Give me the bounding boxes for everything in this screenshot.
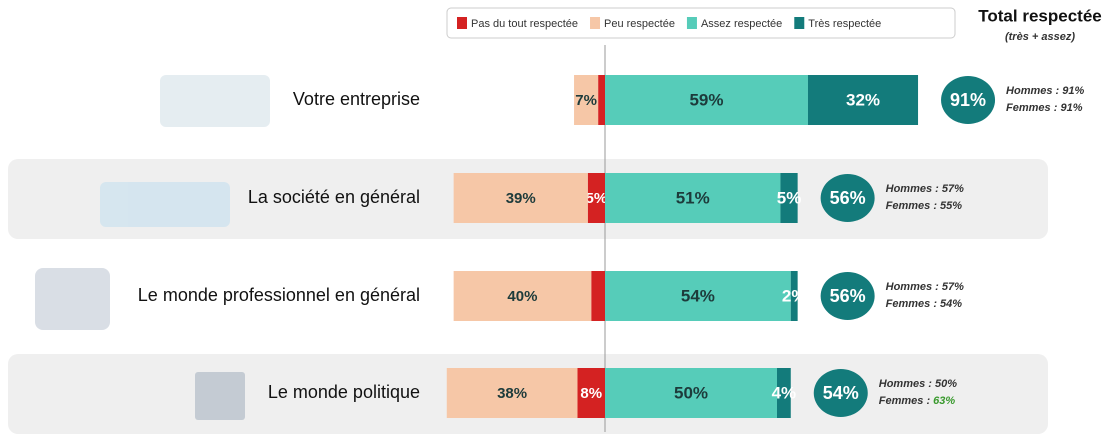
category-label: Le monde professionnel en général: [138, 285, 420, 305]
data-label: 50%: [674, 383, 708, 402]
bar-segment: [780, 173, 798, 223]
gender-value: 91%: [1062, 85, 1084, 97]
data-label: 40%: [507, 288, 537, 305]
legend-label: Pas du tout respectée: [471, 18, 578, 30]
bar-segment: [598, 75, 605, 125]
bar-segment: [777, 368, 791, 418]
category-label: La société en général: [248, 187, 420, 207]
legend-swatch: [457, 17, 467, 29]
total-subtitle: (très + assez): [1005, 31, 1075, 43]
data-label: 5%: [777, 188, 802, 207]
icon: [195, 372, 245, 420]
total-circle: [813, 369, 868, 417]
bar-segment: [807, 75, 919, 125]
data-label: 39%: [506, 190, 536, 207]
gender-value: 55%: [940, 200, 962, 212]
legend-label: Très respectée: [808, 18, 881, 30]
total-label: 56%: [830, 188, 866, 208]
data-label: 8%: [580, 385, 602, 402]
bar-segment: [790, 271, 798, 321]
gender-text: Hommes : 50%: [879, 378, 957, 390]
gender-label: Femmes :: [886, 298, 938, 310]
legend-swatch: [590, 17, 601, 29]
total-label: 91%: [950, 90, 986, 110]
gender-value: 57%: [942, 281, 964, 293]
gender-text: Hommes : 57%: [886, 183, 964, 195]
icons: [35, 75, 270, 420]
total-label: 54%: [823, 383, 859, 403]
category-label: Le monde politique: [268, 382, 420, 402]
gender-label: Hommes :: [879, 378, 933, 390]
gender-text: Femmes : 55%: [886, 200, 963, 212]
icon: [100, 182, 230, 227]
total-circle: [941, 76, 996, 124]
icon: [160, 75, 270, 127]
data-label: 59%: [689, 90, 723, 109]
data-label: 32%: [846, 90, 880, 109]
data-label: 4%: [772, 383, 797, 402]
data-label: 38%: [497, 385, 527, 402]
gender-text: Femmes : 91%: [1006, 102, 1083, 114]
category-label: Votre entreprise: [293, 89, 420, 109]
bar-segment: [453, 271, 592, 321]
total-circle: [820, 272, 875, 320]
gender-value: 91%: [1060, 102, 1082, 114]
legend-label: Peu respectée: [604, 18, 675, 30]
gender-text: Hommes : 91%: [1006, 85, 1084, 97]
bar-segment: [605, 173, 781, 223]
data-label: 2%: [782, 286, 807, 305]
gender-label: Femmes :: [1006, 102, 1058, 114]
gender-label: Hommes :: [886, 281, 940, 293]
gender-value: 63%: [933, 395, 955, 407]
gender-label: Femmes :: [879, 395, 931, 407]
bar-segment: [591, 271, 605, 321]
bar-segment: [577, 368, 605, 418]
gender-label: Femmes :: [886, 200, 938, 212]
gender-text: Femmes : 54%: [886, 298, 963, 310]
bar-segment: [446, 368, 578, 418]
legend-box: [446, 7, 956, 39]
legend-swatch: [686, 17, 697, 29]
bar-segment: [587, 173, 605, 223]
bar-segment: [605, 271, 791, 321]
gender-value: 57%: [942, 183, 964, 195]
bar-segment: [453, 173, 588, 223]
data-label: 51%: [676, 188, 710, 207]
total-label: 56%: [830, 286, 866, 306]
total-title: Total respectée: [978, 6, 1101, 25]
data-label: 5%: [586, 190, 608, 207]
bar-segment: [605, 368, 777, 418]
legend-swatch: [794, 17, 805, 29]
legend-label: Assez respectée: [701, 18, 782, 30]
gender-text: Femmes : 63%: [879, 395, 956, 407]
bar-segment: [605, 75, 808, 125]
icon: [35, 268, 110, 330]
total-circle: [820, 174, 875, 222]
gender-value: 54%: [940, 298, 962, 310]
data-label: 54%: [681, 286, 715, 305]
bar-segment: [574, 75, 599, 125]
gender-label: Hommes :: [886, 183, 940, 195]
gender-value: 50%: [935, 378, 957, 390]
gender-label: Hommes :: [1006, 85, 1060, 97]
data-label: 7%: [575, 92, 597, 109]
gender-text: Hommes : 57%: [886, 281, 964, 293]
